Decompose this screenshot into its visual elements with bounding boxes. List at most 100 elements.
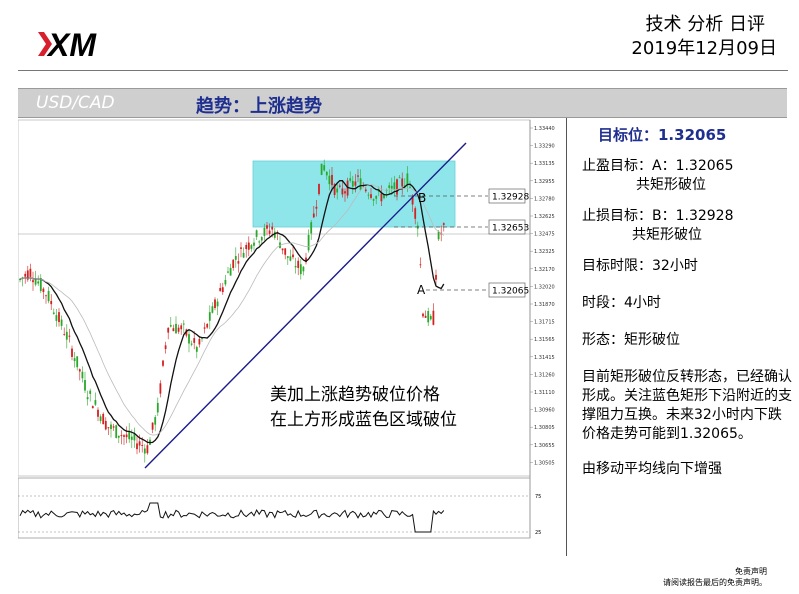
candle-body <box>357 175 359 177</box>
candle-body <box>351 180 354 187</box>
candle-body <box>364 189 367 192</box>
candle-body <box>125 434 128 438</box>
candle-body <box>338 185 341 187</box>
candle-body <box>156 402 159 413</box>
candle-body <box>195 346 198 352</box>
candle-body <box>320 163 323 175</box>
candle-body <box>203 327 206 329</box>
candle-body <box>104 420 107 430</box>
candle-body <box>232 259 235 268</box>
candle-body <box>388 185 391 188</box>
candle-body <box>271 226 274 230</box>
candle-body <box>302 266 305 272</box>
candle-body <box>159 383 162 394</box>
candle-body <box>281 248 284 251</box>
y-tick-label: 1.31715 <box>534 320 555 326</box>
candle-body <box>141 445 144 446</box>
candle-body <box>42 288 45 293</box>
candle-body <box>422 313 424 317</box>
candle-body <box>336 188 339 193</box>
y-tick-label: 1.31110 <box>534 390 555 396</box>
candle-body <box>177 327 180 332</box>
candle-body <box>26 270 29 280</box>
top-divider <box>18 70 788 71</box>
candle-body <box>52 312 55 314</box>
price-chart: 1.33440 1.33290 1.33135 1.32955 1.32780 1.326… <box>18 118 566 556</box>
candle-body <box>47 290 50 302</box>
candle-body <box>250 245 253 249</box>
candle-body <box>216 301 219 307</box>
candle-body <box>39 278 42 292</box>
candle-body <box>331 174 333 186</box>
candle-body <box>289 256 292 261</box>
candle-body <box>146 445 149 454</box>
moving-average-line-slow <box>19 184 445 436</box>
trend-label: 趋势：上涨趋势 <box>196 96 322 117</box>
candle-body <box>34 279 37 285</box>
candle-body <box>307 234 310 251</box>
candle-body <box>221 287 224 293</box>
candle-body <box>214 299 216 309</box>
price-level-box <box>488 188 526 204</box>
candle-body <box>299 264 302 275</box>
candle-body <box>359 178 362 191</box>
candle-body <box>268 230 271 234</box>
candle-body <box>234 256 237 260</box>
price-level-box <box>488 282 526 298</box>
candle-body <box>297 260 300 268</box>
candle-body <box>349 178 352 181</box>
y-tick-label: 1.33440 <box>534 126 555 132</box>
candle-body <box>188 334 190 344</box>
candle-body <box>151 422 154 430</box>
candle-body <box>390 185 393 189</box>
candle-body <box>128 431 131 440</box>
candle-body <box>180 325 183 330</box>
candle-body <box>201 338 203 340</box>
note-text: 由移动平均线向下增强 <box>582 461 722 477</box>
candle-body <box>437 231 440 240</box>
y-tick-label: 1.31565 <box>534 337 555 343</box>
take-profit-note: 共矩形破位 <box>636 177 706 193</box>
analysis-panel: 目标位：1.32065 止盈目标：A：1.32065 共矩形破位 止损目标：B：… <box>582 126 792 479</box>
xm-logo: XM <box>38 28 97 60</box>
candle-body <box>24 273 27 277</box>
candle-body <box>427 311 430 323</box>
candle-body <box>315 206 318 209</box>
candle-body <box>284 248 287 255</box>
candle-body <box>310 222 313 234</box>
candle-body <box>396 179 398 195</box>
candle-body <box>138 441 141 446</box>
candle-body <box>383 194 385 199</box>
symbol-label: USD/CAD <box>36 93 115 113</box>
y-tick-label: 1.32780 <box>534 196 555 202</box>
candle-body <box>255 230 258 237</box>
pattern-line: 形态：矩形破位 <box>582 332 680 348</box>
disclaimer-text: 请阅读报告最后的免责声明。 <box>663 578 767 587</box>
y-tick-label: 1.30960 <box>534 408 555 414</box>
label-a: A <box>417 283 426 297</box>
candle-body <box>130 436 133 440</box>
candle-body <box>182 323 185 325</box>
candle-body <box>375 195 378 199</box>
candle-body <box>219 287 222 292</box>
candle-body <box>175 323 177 334</box>
report-date: 2019年12月09日 <box>631 38 777 59</box>
osc-tick-25: 25 <box>535 530 541 536</box>
candle-body <box>429 315 432 320</box>
candle-body <box>411 195 414 205</box>
candle-body <box>240 247 242 249</box>
disclaimer-title: 免责声明 <box>735 567 767 576</box>
timeframe-line: 时段：4小时 <box>582 295 661 311</box>
candle-body <box>86 397 89 400</box>
candle-body <box>112 426 115 428</box>
y-tick-label: 1.30655 <box>534 443 555 449</box>
candle-body <box>263 227 266 236</box>
chart-caption-1: 美加上涨趋势破位价格 <box>270 385 440 405</box>
candle-body <box>333 184 336 195</box>
candle-body <box>370 194 372 198</box>
candle-body <box>120 435 123 437</box>
candle-body <box>29 268 32 277</box>
candle-body <box>229 267 232 276</box>
candle-body <box>393 182 396 190</box>
candle-body <box>102 413 105 425</box>
